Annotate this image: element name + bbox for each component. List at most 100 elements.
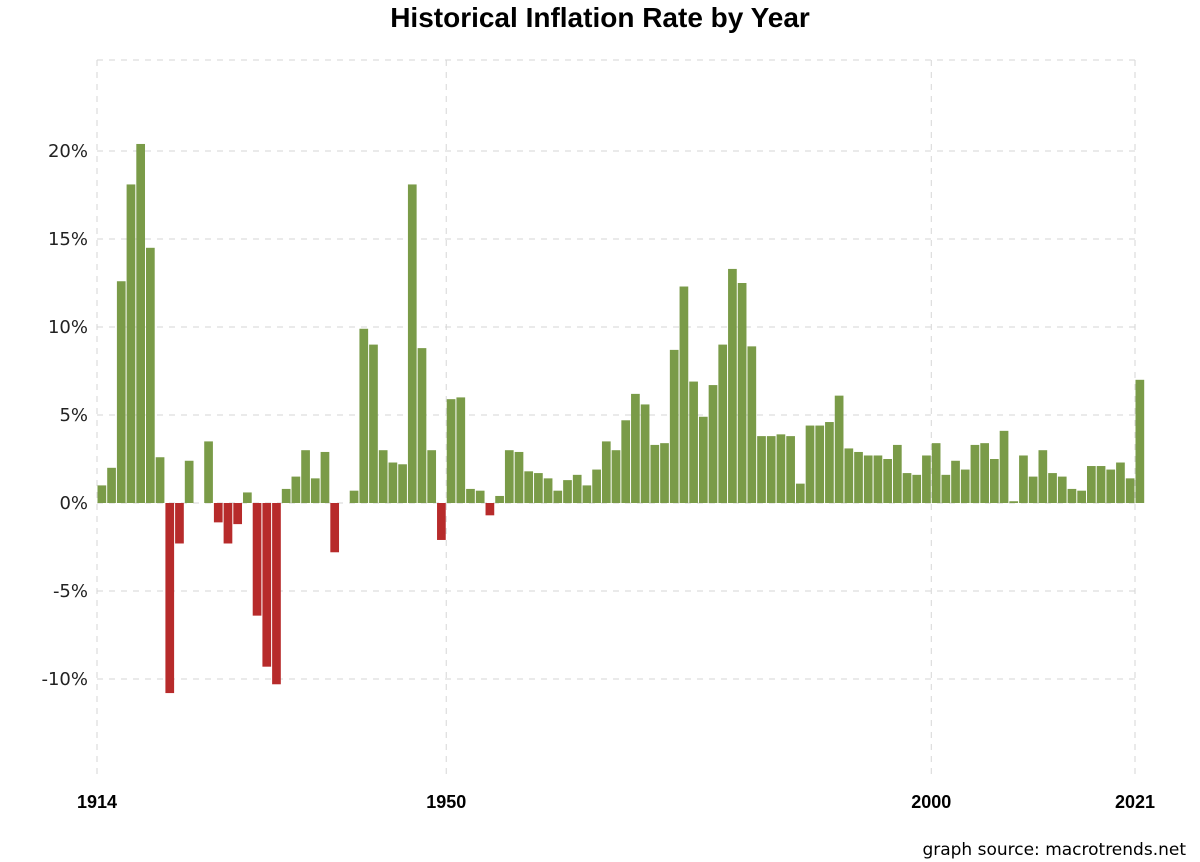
bar-1928 bbox=[233, 503, 243, 525]
bar-1952 bbox=[466, 488, 475, 503]
bar-1957 bbox=[514, 451, 524, 503]
bar-2010 bbox=[1028, 476, 1038, 503]
bar-1933 bbox=[281, 488, 291, 503]
bar-1947 bbox=[417, 348, 427, 503]
bar-1927 bbox=[223, 503, 233, 544]
bar-2012 bbox=[1048, 473, 1057, 503]
y-tick-label: 20% bbox=[48, 141, 88, 162]
bar-1982 bbox=[757, 436, 766, 503]
source-note: graph source: macrotrends.net bbox=[922, 840, 1186, 860]
bar-1950 bbox=[446, 399, 456, 503]
bar-1917 bbox=[126, 184, 136, 503]
bar-1955 bbox=[495, 495, 504, 503]
chart-title: Historical Inflation Rate by Year bbox=[390, 2, 810, 33]
y-tick-label: -5% bbox=[53, 581, 88, 602]
bar-1978 bbox=[718, 344, 728, 503]
bar-2001 bbox=[941, 474, 951, 503]
bar-1961 bbox=[553, 490, 563, 503]
y-axis-ticks: 20% 15% 10% 5% 0% -5% -10% bbox=[41, 141, 88, 690]
bar-1935 bbox=[301, 450, 310, 503]
y-tick-label: 5% bbox=[59, 405, 88, 426]
bar-1974 bbox=[679, 286, 689, 503]
bar-1940 bbox=[349, 490, 359, 503]
bar-1941 bbox=[359, 328, 369, 503]
bar-1976 bbox=[698, 416, 708, 503]
bar-2021 bbox=[1135, 379, 1145, 503]
bar-1987 bbox=[805, 425, 815, 503]
bar-1996 bbox=[892, 444, 902, 503]
bar-1956 bbox=[504, 450, 514, 503]
bar-1959 bbox=[534, 473, 543, 503]
bar-2003 bbox=[960, 469, 970, 503]
bar-1934 bbox=[291, 476, 301, 503]
bar-2009 bbox=[1019, 455, 1028, 503]
bar-1936 bbox=[310, 478, 320, 503]
bar-1948 bbox=[427, 450, 437, 503]
bar-1980 bbox=[737, 283, 747, 503]
bar-1972 bbox=[660, 443, 669, 503]
bar-1938 bbox=[330, 503, 340, 553]
bar-1944 bbox=[388, 462, 398, 503]
bar-2019 bbox=[1116, 462, 1125, 503]
bar-2013 bbox=[1057, 476, 1067, 503]
bar-2011 bbox=[1038, 450, 1048, 503]
bar-1915 bbox=[107, 467, 116, 503]
x-tick-label: 2000 bbox=[911, 792, 951, 812]
bar-2005 bbox=[980, 443, 989, 503]
bar-1997 bbox=[902, 473, 912, 503]
bar-1964 bbox=[582, 485, 592, 503]
y-tick-label: 0% bbox=[59, 493, 88, 514]
bar-2004 bbox=[970, 444, 980, 503]
bar-1969 bbox=[631, 393, 640, 503]
bar-1926 bbox=[213, 503, 223, 523]
bar-1991 bbox=[844, 448, 854, 503]
bar-2007 bbox=[999, 430, 1009, 503]
bar-1949 bbox=[437, 503, 446, 540]
bar-1963 bbox=[572, 474, 582, 503]
bar-1999 bbox=[922, 455, 931, 503]
bar-2015 bbox=[1077, 490, 1086, 503]
bars bbox=[97, 143, 1145, 694]
bar-2000 bbox=[931, 443, 941, 503]
bar-1931 bbox=[262, 503, 272, 667]
bar-1923 bbox=[184, 460, 194, 503]
bar-2020 bbox=[1125, 478, 1135, 503]
bar-1954 bbox=[485, 503, 495, 516]
bar-1930 bbox=[252, 503, 262, 616]
bar-1968 bbox=[621, 420, 631, 503]
bar-1925 bbox=[204, 441, 213, 503]
bar-2014 bbox=[1067, 488, 1077, 503]
bar-1932 bbox=[272, 503, 281, 685]
bar-1979 bbox=[728, 268, 737, 503]
bar-1943 bbox=[378, 450, 388, 503]
bar-1916 bbox=[116, 281, 126, 503]
bar-1918 bbox=[136, 143, 146, 503]
bar-1914 bbox=[97, 485, 107, 503]
bar-1992 bbox=[854, 451, 863, 503]
grid-lines bbox=[96, 59, 1136, 775]
bar-1988 bbox=[815, 425, 825, 503]
y-tick-label: 15% bbox=[48, 229, 88, 250]
bar-1937 bbox=[320, 451, 330, 503]
x-tick-label: 1914 bbox=[77, 792, 117, 812]
bar-1920 bbox=[155, 457, 165, 503]
bar-1946 bbox=[407, 184, 417, 503]
bar-1990 bbox=[834, 395, 844, 503]
bar-1986 bbox=[795, 483, 805, 503]
bar-1929 bbox=[243, 492, 252, 503]
x-axis-ticks: 1914 1950 2000 2021 bbox=[77, 792, 1155, 812]
bar-2008 bbox=[1009, 501, 1019, 503]
bar-1942 bbox=[369, 344, 378, 503]
bar-1919 bbox=[146, 247, 155, 503]
bar-1981 bbox=[747, 346, 757, 503]
bar-1945 bbox=[398, 464, 407, 503]
bar-1960 bbox=[543, 478, 553, 503]
bar-1998 bbox=[912, 474, 922, 503]
bar-2016 bbox=[1086, 466, 1096, 503]
bar-2017 bbox=[1096, 466, 1106, 503]
bar-1984 bbox=[776, 434, 786, 503]
bar-1921 bbox=[165, 503, 175, 694]
bar-1970 bbox=[640, 404, 650, 503]
bar-1973 bbox=[669, 349, 679, 503]
bar-1995 bbox=[883, 459, 892, 503]
